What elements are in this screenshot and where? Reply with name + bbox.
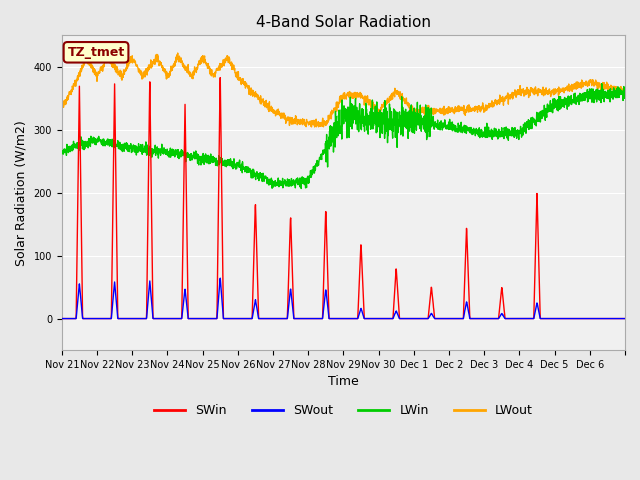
X-axis label: Time: Time [328, 375, 359, 388]
Y-axis label: Solar Radiation (W/m2): Solar Radiation (W/m2) [15, 120, 28, 265]
Legend: SWin, SWout, LWin, LWout: SWin, SWout, LWin, LWout [149, 399, 538, 422]
Text: TZ_tmet: TZ_tmet [67, 46, 125, 59]
Title: 4-Band Solar Radiation: 4-Band Solar Radiation [256, 15, 431, 30]
